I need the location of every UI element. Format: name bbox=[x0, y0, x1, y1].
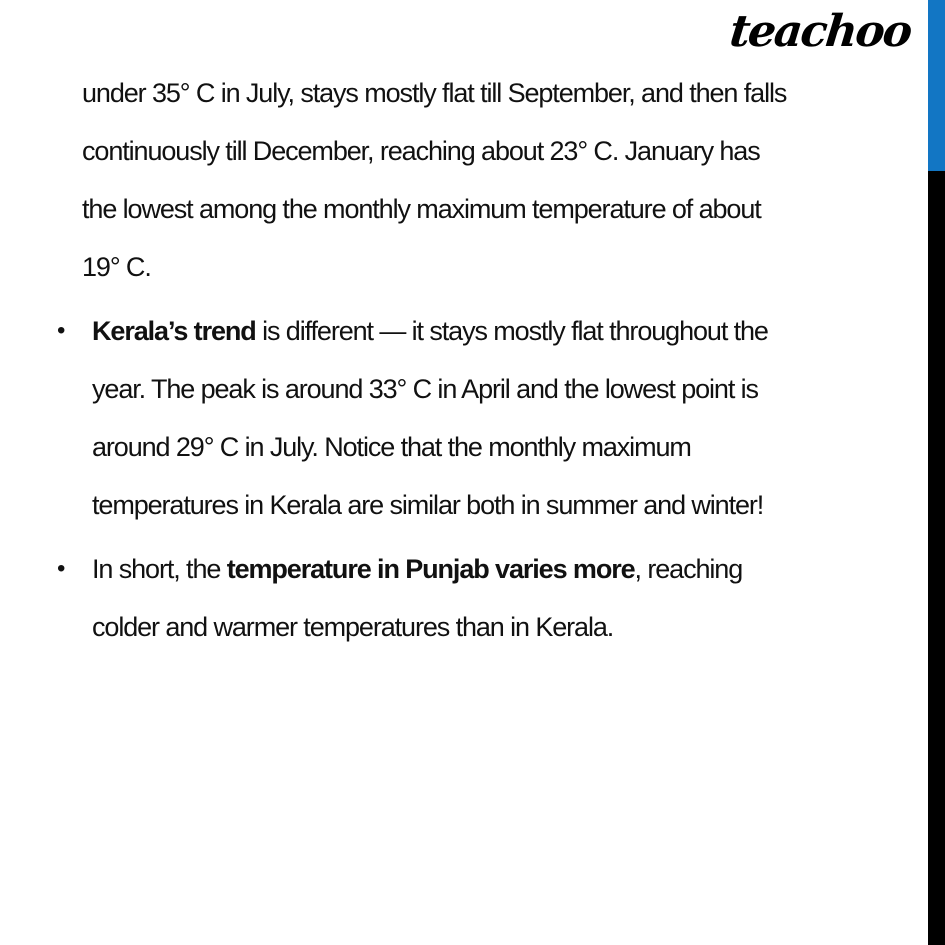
paragraph-continuation: under 35° C in July, stays mostly flat t… bbox=[55, 64, 923, 296]
text-line: temperatures in Kerala are similar both … bbox=[92, 476, 923, 534]
text-line: under 35° C in July, stays mostly flat t… bbox=[82, 64, 923, 122]
accent-bar-blue bbox=[928, 0, 945, 171]
text-segment: year. The peak is around 33° C in April … bbox=[92, 374, 759, 404]
text-line: Kerala’s trend is different — it stays m… bbox=[92, 302, 923, 360]
bullet-item-kerala: • Kerala’s trend is different — it stays… bbox=[55, 302, 923, 534]
teachoo-logo: teachoo bbox=[727, 6, 913, 57]
text-segment: around 29° C in July. Notice that the mo… bbox=[92, 432, 692, 462]
text-line: continuously till December, reaching abo… bbox=[82, 122, 923, 180]
text-line: year. The peak is around 33° C in April … bbox=[92, 360, 923, 418]
bold-text: temperature in Punjab varies more bbox=[226, 554, 636, 584]
text-segment: 19° C. bbox=[82, 252, 152, 282]
text-segment: temperatures in Kerala are similar both … bbox=[92, 490, 764, 520]
bullet-marker: • bbox=[57, 317, 66, 344]
bullet-item-punjab: • In short, the temperature in Punjab va… bbox=[55, 540, 923, 656]
text-segment: the lowest among the monthly maximum tem… bbox=[82, 194, 762, 224]
accent-bar-black bbox=[928, 171, 945, 945]
text-segment: is different — it stays mostly flat thro… bbox=[255, 316, 769, 346]
text-segment: continuously till December, reaching abo… bbox=[82, 136, 761, 166]
text-segment: In short, the bbox=[92, 554, 227, 584]
text-line: 19° C. bbox=[82, 238, 923, 296]
text-line: colder and warmer temperatures than in K… bbox=[92, 598, 923, 656]
text-segment: , reaching bbox=[634, 554, 744, 584]
text-segment: under 35° C in July, stays mostly flat t… bbox=[82, 78, 787, 108]
bold-text: Kerala’s trend bbox=[92, 316, 257, 346]
text-line: In short, the temperature in Punjab vari… bbox=[92, 540, 923, 598]
slide-body: under 35° C in July, stays mostly flat t… bbox=[55, 64, 923, 662]
text-segment: colder and warmer temperatures than in K… bbox=[92, 612, 614, 642]
text-line: around 29° C in July. Notice that the mo… bbox=[92, 418, 923, 476]
bullet-marker: • bbox=[57, 555, 66, 582]
text-line: the lowest among the monthly maximum tem… bbox=[82, 180, 923, 238]
